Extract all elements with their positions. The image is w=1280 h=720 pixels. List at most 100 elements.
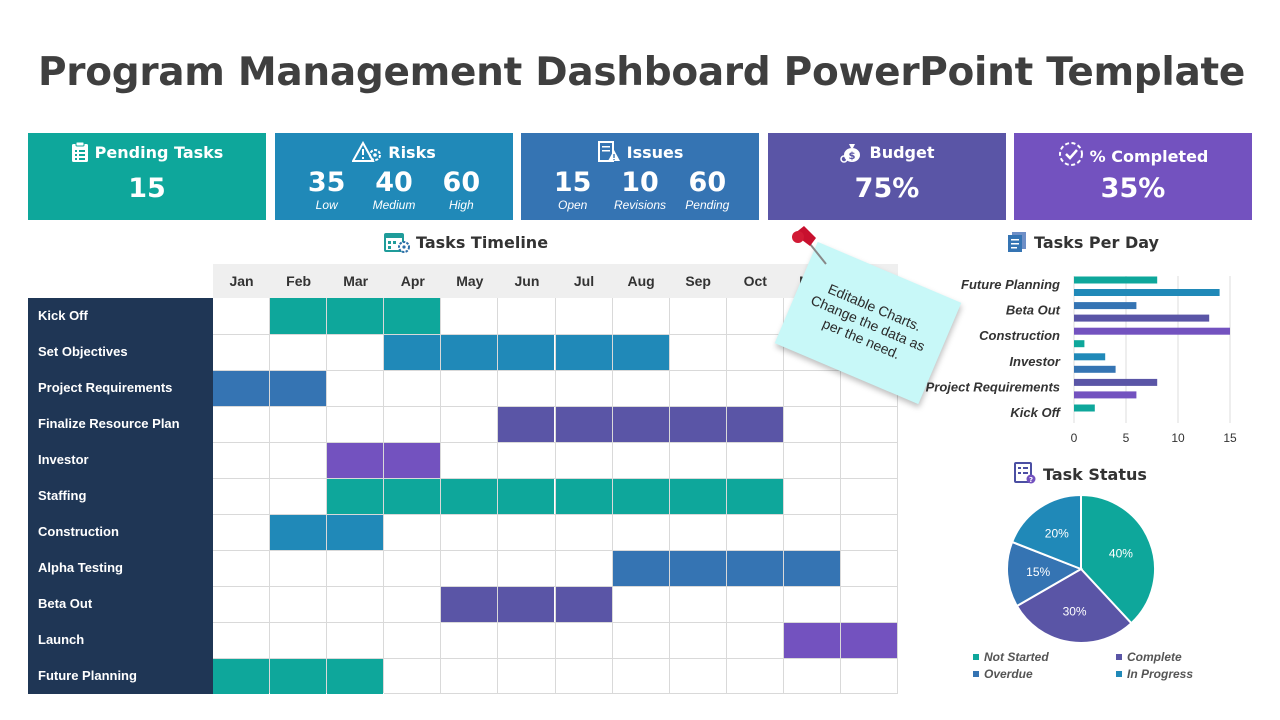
money-bag-icon: $ — [839, 144, 860, 163]
issues-open: 15 Open — [553, 167, 592, 212]
clipboard-icon — [71, 141, 88, 162]
gantt-bar-segment — [783, 550, 841, 586]
task-label: Beta Out — [38, 596, 93, 611]
issues-revisions: 10 Revisions — [613, 167, 666, 212]
task-label: Set Objectives — [38, 344, 128, 359]
gantt-bar-segment — [498, 406, 556, 442]
gantt-bar-segment — [327, 298, 385, 334]
grid-line — [668, 298, 670, 693]
tasks-per-day-title: Tasks Per Day — [1006, 231, 1159, 253]
kpi-label: Budget — [869, 143, 935, 162]
pie-value-label: 20% — [1045, 527, 1069, 541]
gantt-bar-segment — [612, 406, 670, 442]
category-label: Future Planning — [961, 277, 1060, 292]
month-label: Apr — [400, 273, 425, 289]
task-label: Investor — [38, 452, 89, 467]
legend-in-progress: In Progress — [1116, 667, 1193, 681]
gantt-bar-segment — [669, 478, 727, 514]
bar — [1074, 391, 1137, 399]
grid-line — [269, 298, 271, 693]
month-label: Jan — [229, 273, 254, 289]
pie-slice — [1080, 493, 1156, 625]
gantt-bar-segment — [669, 406, 727, 442]
gantt-grid — [213, 298, 898, 694]
grid-line — [213, 442, 898, 443]
gantt-bar-segment — [783, 622, 841, 658]
svg-text:?: ? — [1029, 476, 1033, 484]
pie-slice — [1010, 493, 1082, 571]
gantt-bar-segment — [270, 298, 328, 334]
category-label: Project Requirements — [926, 379, 1060, 394]
gantt-bar-segment — [441, 586, 499, 622]
grid-line — [839, 298, 841, 693]
gantt-task-list: Kick Off Set Objectives Project Requirem… — [28, 298, 213, 694]
bar — [1074, 314, 1210, 322]
grid-line — [213, 586, 898, 587]
grid-line — [383, 298, 385, 693]
month-label: Sep — [685, 273, 711, 289]
gantt-bar-segment — [213, 370, 271, 406]
grid-line — [213, 406, 898, 407]
progress-check-icon — [1058, 142, 1083, 166]
gantt-bar-segment — [270, 370, 328, 406]
gantt-bar-segment — [612, 478, 670, 514]
svg-text:$: $ — [848, 151, 855, 162]
gantt-bar-segment — [555, 586, 613, 622]
kpi-value: 15 — [128, 173, 166, 204]
pie-value-label: 30% — [1063, 604, 1087, 618]
grid-line — [213, 370, 898, 371]
checklist-icon: ? — [1014, 462, 1036, 484]
kpi-value: 75% — [854, 173, 920, 204]
gantt-bar-segment — [498, 586, 556, 622]
grid-line — [897, 298, 898, 693]
task-label: Alpha Testing — [38, 560, 123, 575]
month-label: Aug — [627, 273, 655, 289]
task-label: Construction — [38, 524, 119, 539]
category-label: Investor — [1009, 354, 1061, 369]
gantt-bar-segment — [213, 658, 271, 694]
kpi-budget[interactable]: $ Budget 75% — [768, 133, 1006, 220]
grid-line — [611, 298, 613, 693]
gantt-bar-segment — [726, 550, 784, 586]
grid-line — [213, 514, 898, 515]
gantt-bar-segment — [327, 478, 385, 514]
pie-slice — [1015, 567, 1133, 644]
bar — [1074, 340, 1085, 348]
risk-medium: 40 Medium — [372, 167, 416, 212]
legend-complete: Complete — [1116, 650, 1182, 664]
grid-line — [213, 622, 898, 623]
task-label: Future Planning — [38, 668, 137, 683]
task-label: Launch — [38, 632, 85, 647]
push-pin-icon — [792, 226, 827, 265]
gantt-bar-segment — [555, 478, 613, 514]
page-title: Program Management Dashboard PowerPoint … — [38, 50, 1245, 95]
tasks-per-day-chart: 0 5 10 15 Future Planning Beta Out Constructio… — [926, 276, 1237, 445]
x-tick-label: 15 — [1223, 431, 1237, 445]
grid-line — [782, 298, 784, 693]
grid-line — [213, 334, 898, 335]
kpi-label: Pending Tasks — [94, 143, 224, 162]
task-status-title: ? Task Status — [1013, 461, 1147, 485]
pie-value-label: 15% — [1026, 565, 1050, 579]
bar — [1074, 365, 1116, 373]
month-label: Jun — [514, 273, 540, 289]
gantt-bar-segment — [384, 334, 442, 370]
kpi-issues[interactable]: Issues 15 Open 10 Revisions 60 Pending — [521, 133, 759, 220]
risk-low: 35 Low — [307, 167, 346, 212]
pie-slice — [1006, 540, 1084, 608]
bar — [1074, 378, 1158, 386]
gantt-bar-segment — [327, 658, 385, 694]
x-tick-label: 5 — [1123, 431, 1130, 445]
kpi-completed[interactable]: % Completed 35% — [1014, 133, 1252, 220]
gantt-bar-segment — [384, 298, 442, 334]
bar — [1074, 302, 1137, 310]
kpi-risks[interactable]: Risks 35 Low 40 Medium 60 High — [275, 133, 513, 220]
task-label: Staffing — [38, 488, 87, 503]
kpi-pending-tasks[interactable]: Pending Tasks 15 — [28, 133, 266, 220]
gantt-bar-segment — [555, 406, 613, 442]
gantt-bar-segment — [384, 478, 442, 514]
gantt-bar-segment — [441, 334, 499, 370]
category-label: Kick Off — [1010, 405, 1061, 420]
gantt-bar-segment — [327, 442, 385, 478]
gantt-bar-segment — [384, 442, 442, 478]
